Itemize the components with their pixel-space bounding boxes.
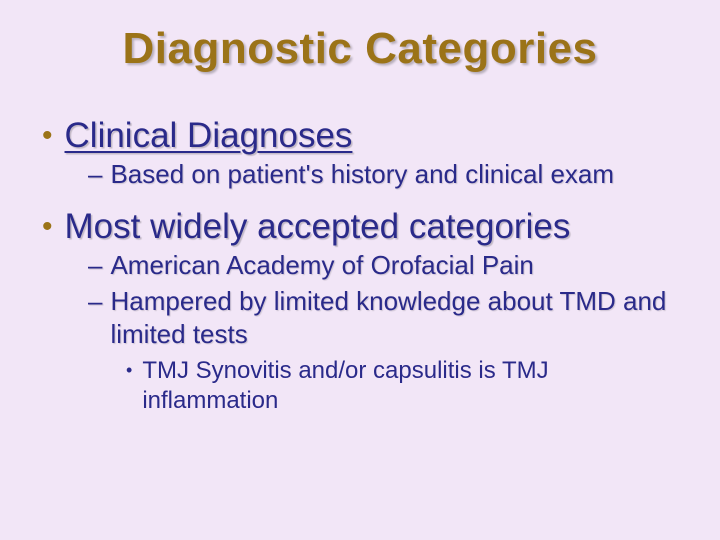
bullet-text: American Academy of Orofacial Pain — [110, 249, 533, 282]
bullet-marker-icon: – — [88, 286, 102, 317]
bullet-text: Clinical Diagnoses — [65, 116, 353, 156]
bullet-level1: • Clinical Diagnoses — [42, 116, 684, 156]
bullet-text: Most widely accepted categories — [65, 207, 571, 247]
bullet-marker-icon: • — [42, 121, 53, 151]
bullet-level1: • Most widely accepted categories — [42, 207, 684, 247]
bullet-marker-icon: – — [88, 159, 102, 190]
bullet-level2: – Hampered by limited knowledge about TM… — [88, 285, 684, 350]
bullet-marker-icon: • — [42, 212, 53, 242]
bullet-level2: – American Academy of Orofacial Pain — [88, 249, 684, 282]
spacer — [36, 195, 684, 207]
bullet-marker-icon: – — [88, 250, 102, 281]
bullet-level3: • TMJ Synovitis and/or capsulitis is TMJ… — [126, 356, 684, 416]
slide-container: Diagnostic Categories • Clinical Diagnos… — [0, 0, 720, 540]
bullet-text: Hampered by limited knowledge about TMD … — [110, 285, 684, 350]
slide-title: Diagnostic Categories — [36, 24, 684, 74]
bullet-text: Based on patient's history and clinical … — [110, 158, 614, 191]
bullet-level2: – Based on patient's history and clinica… — [88, 158, 684, 191]
bullet-marker-icon: • — [126, 360, 132, 381]
bullet-text: TMJ Synovitis and/or capsulitis is TMJ i… — [142, 356, 684, 416]
